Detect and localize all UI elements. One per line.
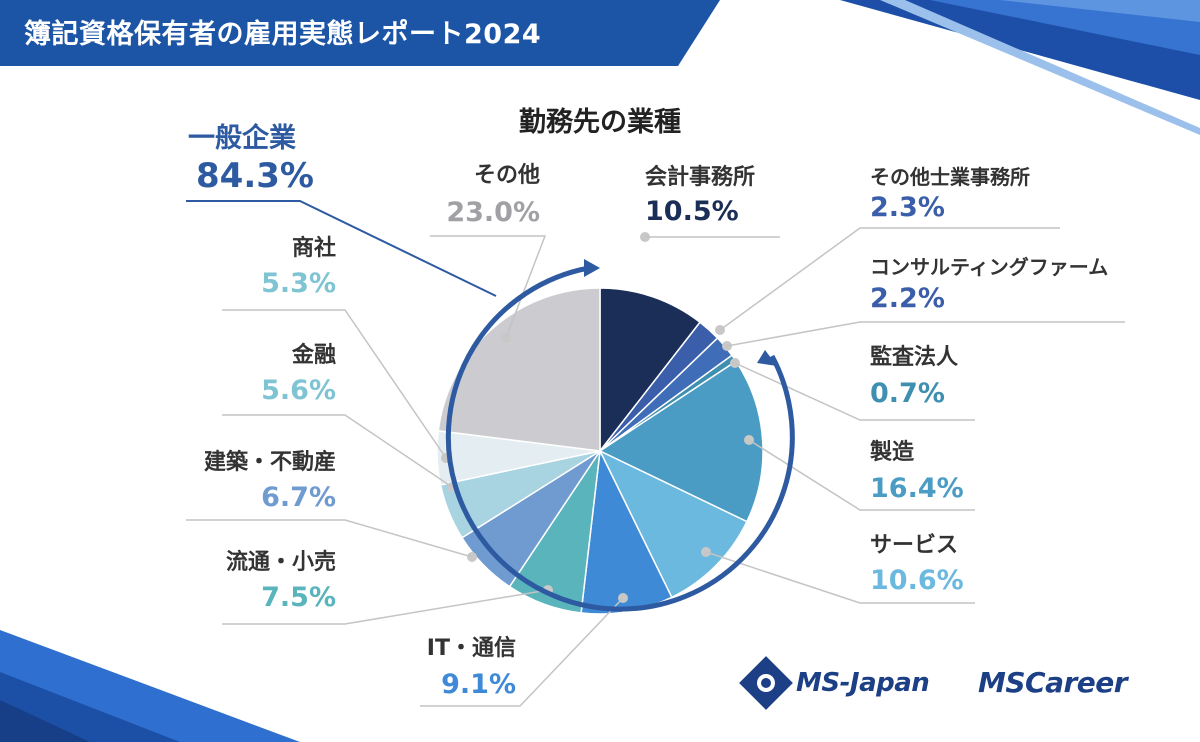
label-real-estate: 建築・不動産	[203, 450, 336, 475]
logo-ms-japan: MS-Japan	[796, 668, 930, 698]
value-finance: 5.6%	[261, 375, 336, 406]
pie-slice-other	[437, 287, 601, 452]
label-service: サービス	[870, 533, 959, 558]
label-finance: 金融	[291, 343, 336, 368]
label-it: IT・通信	[426, 636, 516, 661]
group-value: 84.3%	[196, 156, 314, 196]
label-trading: 商社	[291, 236, 336, 261]
value-trading: 5.3%	[261, 268, 336, 299]
value-retail: 7.5%	[261, 582, 336, 613]
label-other: その他	[473, 163, 540, 188]
pie-slice-it	[580, 448, 673, 615]
label-other-professional: その他士業事務所	[870, 165, 1030, 189]
leader-line-finance	[222, 414, 453, 488]
label-retail: 流通・小売	[225, 550, 336, 575]
header-banner	[0, 0, 720, 66]
value-consulting: 2.2%	[870, 283, 945, 314]
value-service: 10.6%	[870, 565, 964, 596]
leader-line-other-professional	[719, 227, 1060, 331]
label-manufacturing: 製造	[870, 440, 915, 465]
chart-title: 勤務先の業種	[519, 107, 681, 138]
leader-line-retail	[222, 589, 549, 625]
leader-line-real-estate	[186, 519, 473, 558]
leader-lines	[186, 227, 1125, 707]
leader-line-trading	[222, 309, 447, 459]
label-audit: 監査法人	[870, 345, 959, 370]
leader-line-manufacturing	[748, 439, 975, 511]
value-real-estate: 6.7%	[261, 482, 336, 513]
pie-slices	[436, 287, 764, 615]
group-label: 一般企業	[188, 123, 296, 154]
page-title: 簿記資格保有者の雇用実態レポート2024	[24, 19, 542, 50]
group-arrow	[186, 200, 795, 612]
value-manufacturing: 16.4%	[870, 473, 964, 504]
leader-line-consulting	[726, 321, 1125, 347]
pie-slice-manufacturing	[598, 360, 764, 523]
value-audit: 0.7%	[870, 378, 945, 409]
logo-mark	[739, 656, 793, 710]
leader-line-service	[705, 551, 975, 604]
label-accounting-firm: 会計事務所	[645, 165, 756, 190]
value-other: 23.0%	[446, 197, 540, 228]
value-accounting-firm: 10.5%	[645, 196, 739, 227]
decor-bottom-left	[0, 630, 300, 742]
leader-line-it	[420, 597, 624, 707]
label-consulting: コンサルティングファーム	[870, 255, 1109, 279]
leader-line-audit	[734, 362, 975, 421]
logo-ms-career: MSCareer	[978, 666, 1128, 699]
decor-top-right	[840, 0, 1200, 135]
value-other-professional: 2.3%	[870, 192, 945, 223]
value-it: 9.1%	[441, 669, 516, 700]
leader-line-other	[430, 235, 547, 339]
pie-slice-accounting-firm	[599, 287, 702, 454]
pie-slice-service	[598, 449, 748, 599]
